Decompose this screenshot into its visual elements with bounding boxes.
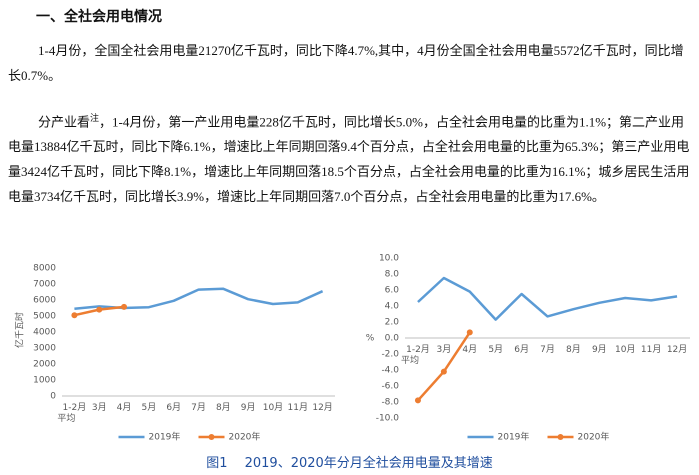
y-axis-label: % [366, 334, 375, 344]
y-tick-label: -4.0 [381, 366, 399, 376]
x-tick-label: 11月 [288, 402, 308, 413]
legend-label: 2020年 [229, 431, 261, 443]
x-tick-label: 12月 [667, 344, 687, 355]
x-tick-label: 10月 [615, 344, 635, 355]
x-tick-label: 11月 [641, 344, 661, 355]
point [440, 368, 447, 375]
y-tick-label: 6000 [33, 296, 56, 306]
x-tick-label: 12月 [312, 402, 332, 413]
x-tick-label: 10月 [263, 402, 283, 413]
series-line [417, 276, 678, 321]
y-tick-label: 8.0 [385, 270, 400, 280]
x-tick-label: 5月 [488, 344, 503, 355]
legend-marker [557, 434, 564, 440]
text: ，1-4月份，第一产业用电量228亿千瓦时，同比增长5.0%，占全社会用电量的比… [8, 114, 690, 205]
heading: 一、全社会用电情况 [36, 9, 162, 25]
y-tick-label: 7000 [33, 280, 56, 290]
charts: 0 1000 2000 3000 4000 5000 6000 7000 8000 亿千瓦时 1-2… [14, 254, 690, 443]
caption: 图1 2019、2020年分月全社会用电量及其增速 [206, 456, 493, 471]
paragraph: 1-4月份，全国全社会用电量21270亿千瓦时，同比下降4.7%,其中，4月份全… [8, 43, 684, 83]
x-tick-label: 6月 [166, 402, 181, 413]
x-tick-label: 8月 [566, 344, 581, 355]
y-tick-label: 1000 [33, 376, 56, 386]
y-tick-label: 5000 [33, 312, 56, 322]
text: 分产业看 [38, 114, 91, 130]
y-tick-label: 6.0 [385, 286, 400, 296]
legend-marker [208, 434, 215, 440]
point [121, 303, 128, 310]
y-tick-label: -6.0 [381, 382, 399, 392]
y-tick-label: 3000 [33, 344, 56, 354]
x-tick-label: 7月 [540, 344, 555, 355]
x-tick-label: 1-2月平均 [401, 344, 430, 366]
y-tick-label: 0.0 [385, 334, 400, 344]
y-tick-label: -8.0 [381, 398, 399, 408]
note: 注 [90, 113, 100, 123]
point [414, 397, 421, 404]
x-tick-label: 9月 [592, 344, 607, 355]
y-tick-label: 4000 [33, 328, 56, 338]
legend-label: 2020年 [578, 431, 610, 443]
series-line [417, 331, 471, 402]
x-tick-label: 1-2月平均 [57, 402, 86, 424]
x-tick-label: 3月 [92, 402, 107, 413]
y-tick-label: 2000 [33, 360, 56, 370]
y-tick-label: -2.0 [381, 350, 399, 360]
series-line [74, 287, 324, 311]
x-tick-label: 8月 [216, 402, 231, 413]
point [96, 306, 103, 313]
point [466, 329, 473, 336]
y-tick-label: -10.0 [376, 414, 400, 424]
y-axis-label: 亿千瓦时 [14, 312, 26, 348]
x-tick-label: 6月 [514, 344, 529, 355]
x-tick-label: 7月 [191, 402, 206, 413]
point [71, 312, 78, 319]
legend-label: 2019年 [149, 431, 181, 443]
x-tick-label: 4月 [117, 402, 132, 413]
y-tick-label: 2.0 [385, 318, 400, 328]
y-tick-label: 8000 [33, 264, 56, 274]
y-tick-label: 10.0 [379, 254, 399, 264]
paragraph: 分产业看注，1-4月份，第一产业用电量228亿千瓦时，同比增长5.0%，占全社会… [8, 106, 696, 209]
x-tick-label: 4月 [462, 344, 477, 355]
x-tick-label: 5月 [141, 402, 156, 413]
x-tick-label: 9月 [241, 402, 256, 413]
y-tick-label: 0 [50, 392, 56, 402]
y-tick-label: 4.0 [385, 302, 400, 312]
x-tick-label: 3月 [436, 344, 451, 355]
legend-label: 2019年 [498, 431, 530, 443]
